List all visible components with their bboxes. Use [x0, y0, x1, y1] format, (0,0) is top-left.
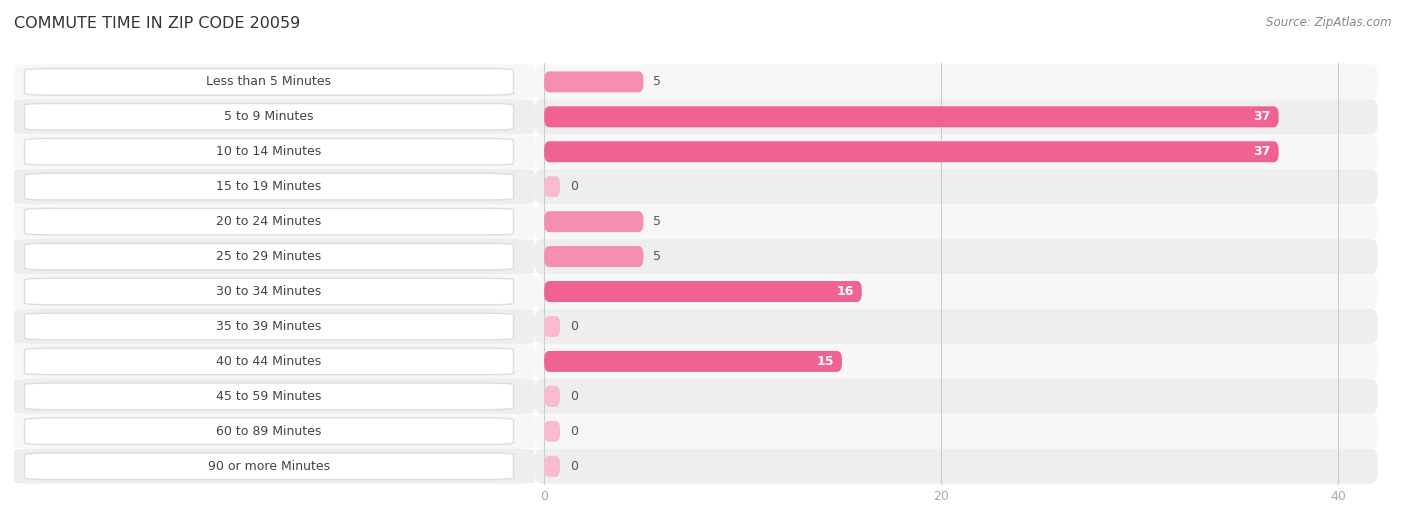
FancyBboxPatch shape [24, 243, 513, 270]
FancyBboxPatch shape [14, 414, 534, 449]
FancyBboxPatch shape [534, 99, 1378, 134]
Text: Less than 5 Minutes: Less than 5 Minutes [207, 75, 332, 88]
Text: 5: 5 [654, 250, 661, 263]
Text: 5 to 9 Minutes: 5 to 9 Minutes [224, 110, 314, 123]
Text: 20 to 24 Minutes: 20 to 24 Minutes [217, 215, 322, 228]
FancyBboxPatch shape [534, 169, 1378, 204]
FancyBboxPatch shape [14, 169, 534, 204]
Text: Source: ZipAtlas.com: Source: ZipAtlas.com [1267, 16, 1392, 29]
Text: 40 to 44 Minutes: 40 to 44 Minutes [217, 355, 322, 368]
Text: 0: 0 [569, 460, 578, 473]
FancyBboxPatch shape [14, 204, 534, 239]
FancyBboxPatch shape [14, 274, 534, 309]
Text: 45 to 59 Minutes: 45 to 59 Minutes [217, 390, 322, 403]
FancyBboxPatch shape [544, 246, 644, 267]
FancyBboxPatch shape [24, 418, 513, 445]
Text: 37: 37 [1253, 145, 1271, 158]
FancyBboxPatch shape [14, 344, 534, 379]
Text: 90 or more Minutes: 90 or more Minutes [208, 460, 330, 473]
Text: 25 to 29 Minutes: 25 to 29 Minutes [217, 250, 322, 263]
FancyBboxPatch shape [534, 134, 1378, 169]
Text: 37: 37 [1253, 110, 1271, 123]
Text: 0: 0 [569, 320, 578, 333]
FancyBboxPatch shape [534, 379, 1378, 414]
FancyBboxPatch shape [544, 176, 560, 197]
Text: 0: 0 [569, 425, 578, 438]
FancyBboxPatch shape [24, 208, 513, 235]
FancyBboxPatch shape [534, 414, 1378, 449]
FancyBboxPatch shape [534, 309, 1378, 344]
FancyBboxPatch shape [534, 449, 1378, 484]
FancyBboxPatch shape [24, 453, 513, 480]
FancyBboxPatch shape [534, 239, 1378, 274]
FancyBboxPatch shape [534, 274, 1378, 309]
Text: 0: 0 [569, 390, 578, 403]
Text: 35 to 39 Minutes: 35 to 39 Minutes [217, 320, 322, 333]
FancyBboxPatch shape [534, 204, 1378, 239]
FancyBboxPatch shape [544, 316, 560, 337]
Text: 60 to 89 Minutes: 60 to 89 Minutes [217, 425, 322, 438]
FancyBboxPatch shape [544, 351, 842, 372]
FancyBboxPatch shape [24, 313, 513, 340]
Text: 5: 5 [654, 75, 661, 88]
Text: 16: 16 [837, 285, 853, 298]
FancyBboxPatch shape [14, 379, 534, 414]
Text: 15 to 19 Minutes: 15 to 19 Minutes [217, 180, 322, 193]
FancyBboxPatch shape [24, 103, 513, 130]
FancyBboxPatch shape [14, 134, 534, 169]
Text: COMMUTE TIME IN ZIP CODE 20059: COMMUTE TIME IN ZIP CODE 20059 [14, 16, 301, 31]
FancyBboxPatch shape [534, 344, 1378, 379]
FancyBboxPatch shape [534, 64, 1378, 99]
FancyBboxPatch shape [544, 211, 644, 232]
FancyBboxPatch shape [14, 64, 534, 99]
FancyBboxPatch shape [544, 421, 560, 442]
FancyBboxPatch shape [24, 348, 513, 375]
FancyBboxPatch shape [24, 173, 513, 200]
Text: 5: 5 [654, 215, 661, 228]
FancyBboxPatch shape [24, 68, 513, 95]
FancyBboxPatch shape [14, 449, 534, 484]
FancyBboxPatch shape [14, 309, 534, 344]
FancyBboxPatch shape [544, 106, 1278, 127]
FancyBboxPatch shape [24, 383, 513, 410]
FancyBboxPatch shape [544, 72, 644, 92]
Text: 15: 15 [817, 355, 834, 368]
Text: 10 to 14 Minutes: 10 to 14 Minutes [217, 145, 322, 158]
FancyBboxPatch shape [544, 386, 560, 407]
FancyBboxPatch shape [14, 99, 534, 134]
Text: 30 to 34 Minutes: 30 to 34 Minutes [217, 285, 322, 298]
FancyBboxPatch shape [544, 141, 1278, 162]
Text: 0: 0 [569, 180, 578, 193]
FancyBboxPatch shape [544, 456, 560, 477]
FancyBboxPatch shape [24, 278, 513, 305]
FancyBboxPatch shape [14, 239, 534, 274]
FancyBboxPatch shape [544, 281, 862, 302]
FancyBboxPatch shape [24, 138, 513, 165]
